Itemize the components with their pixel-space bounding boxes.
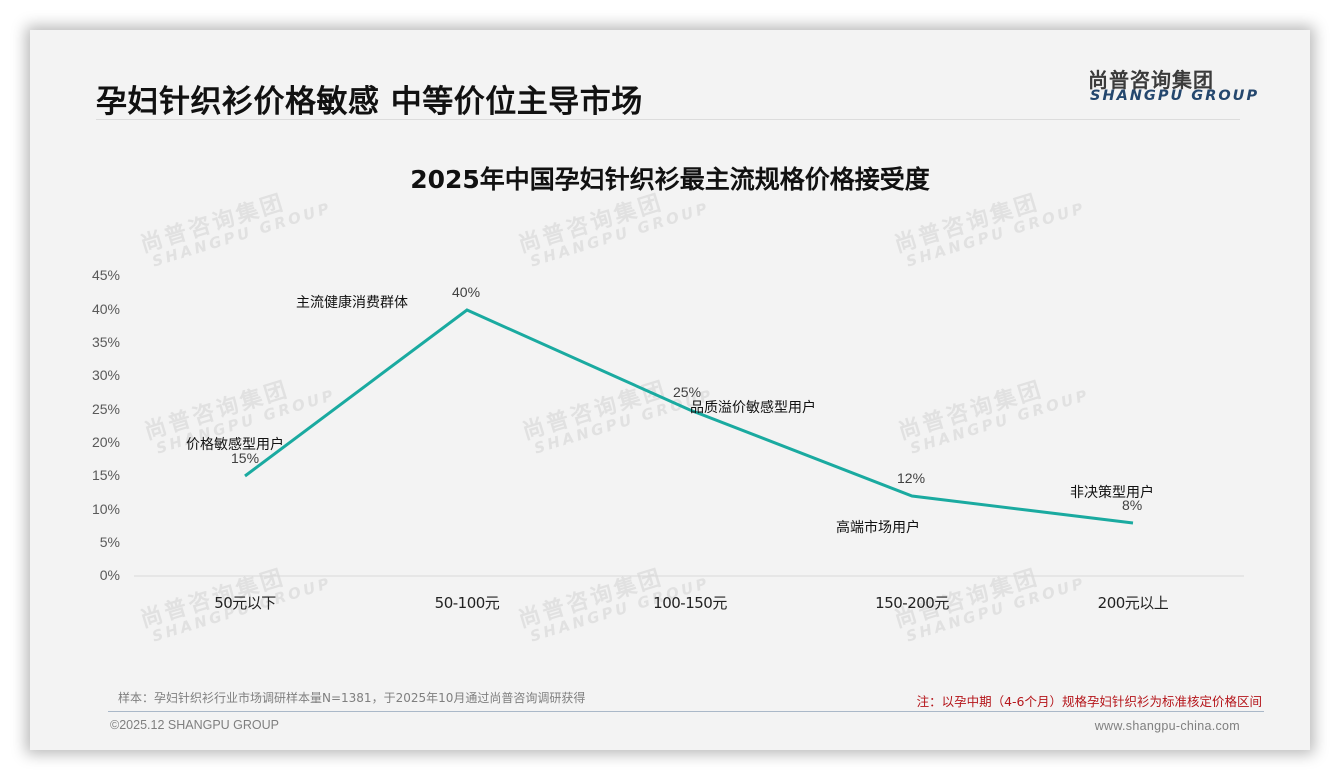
x-tick: 100-150元: [653, 594, 727, 612]
y-tick: 0%: [99, 567, 120, 583]
logo-chinese: 尚普咨询集团: [1088, 68, 1214, 92]
logo-english: SHANGPU GROUP: [1090, 88, 1260, 104]
y-tick: 30%: [91, 367, 120, 383]
x-tick: 150-200元: [875, 594, 949, 612]
y-tick: 5%: [99, 534, 120, 550]
y-tick: 35%: [91, 334, 120, 350]
x-tick: 50-100元: [434, 594, 500, 612]
data-label: 12%: [897, 470, 926, 486]
data-label: 25%: [673, 384, 702, 400]
data-label: 40%: [452, 284, 481, 300]
website-link[interactable]: www.shangpu-china.com: [1094, 719, 1240, 733]
y-tick: 15%: [91, 467, 120, 483]
chart-title: 2025年中国孕妇针织衫最主流规格价格接受度: [410, 165, 930, 194]
data-line: [244, 308, 1134, 525]
sample-note: 样本：孕妇针织衫行业市场调研样本量N=1381，于2025年10月通过尚普咨询调…: [118, 691, 586, 705]
line-chart-plot: [134, 308, 1244, 577]
annotation-high-end: 高端市场用户: [836, 520, 920, 536]
annotation-non-decision: 非决策型用户: [1070, 485, 1154, 501]
page-title: 孕妇针织衫价格敏感 中等价位主导市场: [96, 84, 643, 120]
y-tick: 25%: [91, 401, 120, 417]
annotation-price-sensitive: 价格敏感型用户: [186, 437, 284, 453]
x-tick: 200元以上: [1097, 594, 1169, 612]
y-tick: 40%: [91, 301, 120, 317]
methodology-note: 注：以孕中期（4-6个月）规格孕妇针织衫为标准核定价格区间: [916, 694, 1262, 709]
copyright: ©2025.12 SHANGPU GROUP: [110, 718, 279, 732]
y-tick: 20%: [91, 434, 120, 450]
data-label: 8%: [1122, 497, 1143, 513]
y-tick: 10%: [91, 501, 120, 517]
slide: 尚普咨询集团 SHANGPU GROUP 尚普咨询集团 SHANGPU GROUP …: [30, 30, 1310, 750]
annotation-quality-premium: 品质溢价敏感型用户: [690, 400, 816, 416]
annotation-mainstream: 主流健康消费群体: [296, 295, 408, 311]
footer-divider: [108, 711, 1264, 712]
x-tick: 50元以下: [214, 594, 276, 612]
y-tick: 45%: [91, 267, 120, 283]
data-label: 15%: [231, 450, 260, 466]
title-divider: [96, 119, 1240, 120]
